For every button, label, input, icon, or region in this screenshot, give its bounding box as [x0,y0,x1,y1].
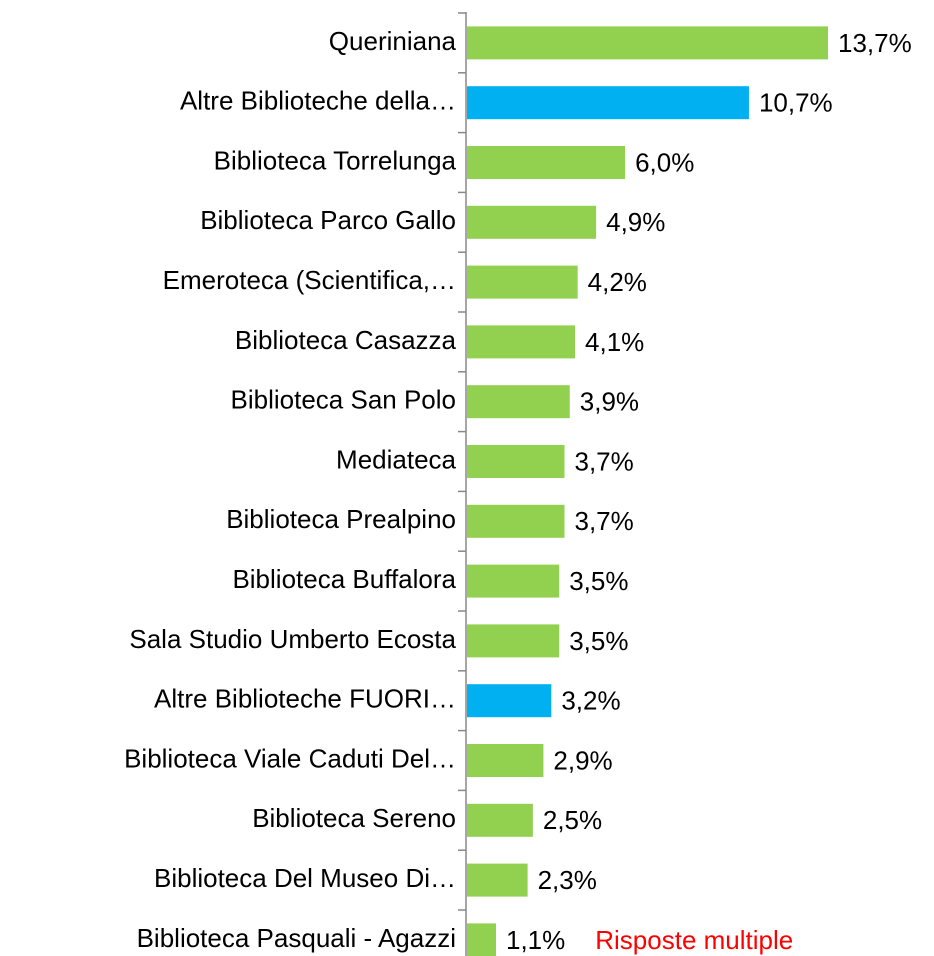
bar [467,624,560,658]
value-label: 3,7% [574,446,633,476]
category-label: Altre Biblioteche FUORI… [154,684,456,714]
value-label: 1,1% [506,925,565,955]
bar [467,863,528,897]
value-label: 2,9% [553,745,612,775]
category-label: Emeroteca (Scientifica,… [163,265,456,295]
value-label: 4,2% [588,267,647,297]
bar [467,205,597,239]
category-label: Mediateca [336,444,456,474]
bar [467,325,576,359]
category-label: Biblioteca Viale Caduti Del… [124,743,456,773]
value-label: 4,1% [585,327,644,357]
category-label: Sala Studio Umberto Ecosta [129,624,456,654]
category-label: Biblioteca San Polo [231,385,456,415]
category-label: Biblioteca Prealpino [226,504,456,534]
bar [467,923,496,956]
bar [467,504,565,538]
bar [467,26,828,60]
value-label: 2,5% [543,805,602,835]
value-label: 2,3% [538,865,597,895]
category-label: Biblioteca Buffalora [232,564,456,594]
category-label: Biblioteca Casazza [235,325,457,355]
value-label: 4,9% [606,207,665,237]
value-label: 3,2% [561,686,620,716]
value-label: 3,7% [574,506,633,536]
value-label: 3,9% [580,387,639,417]
category-label: Biblioteca Sereno [252,803,456,833]
category-label: Biblioteca Del Museo Di… [154,863,456,893]
category-label: Altre Biblioteche della… [180,86,456,116]
bar [467,445,565,478]
annotation: Risposte multiple [595,925,793,955]
bar [467,86,749,120]
value-label: 13,7% [838,28,912,58]
category-label: Biblioteca Torrelunga [214,145,457,175]
bar [467,385,570,419]
bar [467,146,626,179]
category-label: Biblioteca Pasquali - Agazzi [137,923,456,953]
category-label: Biblioteca Parco Gallo [200,205,456,235]
category-label: Queriniana [329,26,457,56]
value-label: 10,7% [759,88,833,118]
bar [467,265,578,299]
bar [467,803,533,837]
bar [467,684,552,718]
value-label: 3,5% [569,566,628,596]
value-label: 6,0% [635,147,694,177]
value-label: 3,5% [569,626,628,656]
bar [467,744,544,777]
bar [467,564,560,598]
